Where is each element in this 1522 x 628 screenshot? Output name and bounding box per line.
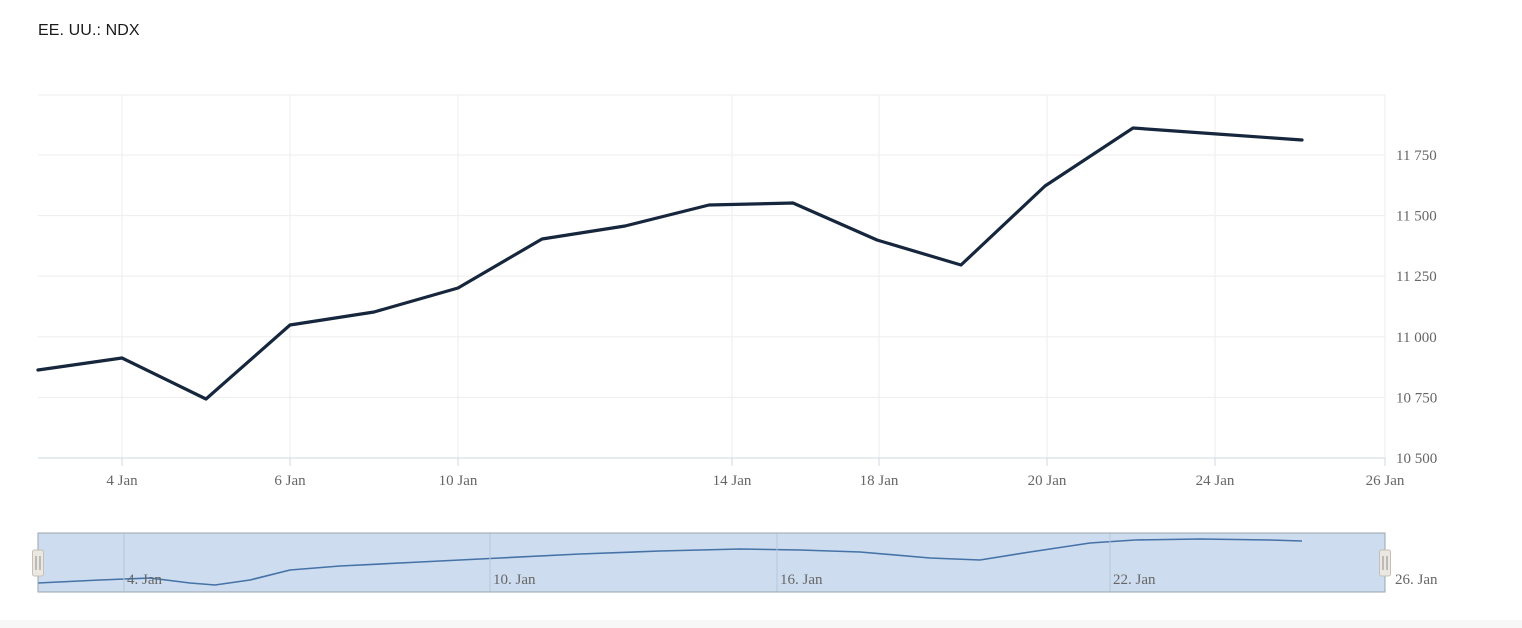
- navigator-series-line: [37, 538, 1303, 586]
- x-axis-tick-label: 18 Jan: [860, 473, 899, 489]
- vertical-gridlines-group: [121, 95, 1386, 458]
- page-title: EE. UU.: NDX: [38, 22, 140, 39]
- main-chart-plot[interactable]: 10 500 10 750 11 000 11 250 11 500 11 750 4 J…: [0, 0, 1522, 500]
- navigator-panel[interactable]: 4. Jan 10. Jan 16. Jan 22. Jan 26. Jan: [0, 500, 1522, 628]
- navigator-handle-right[interactable]: [1379, 549, 1391, 577]
- navigator-area-fill: [38, 539, 1302, 592]
- y-axis-tick-label: 11 750: [1396, 148, 1437, 164]
- main-chart-svg[interactable]: 10 500 10 750 11 000 11 250 11 500 11 750 4 J…: [0, 0, 1522, 500]
- y-axis-tick-label: 11 250: [1396, 269, 1437, 285]
- navigator-tick-label: 26. Jan: [1395, 572, 1438, 588]
- navigator-tick-labels: 4. Jan 10. Jan 16. Jan 22. Jan 26. Jan: [127, 572, 1438, 588]
- y-axis-labels: 10 500 10 750 11 000 11 250 11 500 11 750: [1396, 148, 1437, 467]
- y-axis-tick-label: 11 000: [1396, 330, 1437, 346]
- gridlines-group: [38, 94, 1385, 459]
- x-axis-tick-label: 20 Jan: [1028, 473, 1067, 489]
- series-line-ndx[interactable]: [36, 126, 1304, 401]
- x-axis-labels: 4 Jan 6 Jan 10 Jan 14 Jan 18 Jan 20 Jan 24 Jan…: [106, 473, 1404, 489]
- x-axis-tick-label: 4 Jan: [106, 473, 138, 489]
- y-axis-tick-label: 10 500: [1396, 451, 1437, 467]
- handle-body[interactable]: [1379, 549, 1391, 577]
- navigator-gridlines: [123, 533, 1111, 592]
- y-axis-tick-label: 10 750: [1396, 390, 1437, 406]
- x-axis-tick-marks: [121, 458, 1386, 466]
- x-axis-tick-label: 24 Jan: [1196, 473, 1235, 489]
- navigator-handle-left[interactable]: [32, 549, 44, 577]
- y-axis-tick-label: 11 500: [1396, 209, 1437, 225]
- x-axis-tick-label: 14 Jan: [713, 473, 752, 489]
- navigator-tick-label: 22. Jan: [1113, 572, 1156, 588]
- navigator-tick-label: 16. Jan: [780, 572, 823, 588]
- navigator-tick-label: 4. Jan: [127, 572, 162, 588]
- navigator-tick-label: 10. Jan: [493, 572, 536, 588]
- handle-body[interactable]: [32, 549, 44, 577]
- x-axis-tick-label: 26 Jan: [1366, 473, 1405, 489]
- bottom-strip: [0, 620, 1522, 628]
- navigator-svg[interactable]: 4. Jan 10. Jan 16. Jan 22. Jan 26. Jan: [0, 500, 1522, 628]
- x-axis-tick-label: 10 Jan: [439, 473, 478, 489]
- x-axis-tick-label: 6 Jan: [274, 473, 306, 489]
